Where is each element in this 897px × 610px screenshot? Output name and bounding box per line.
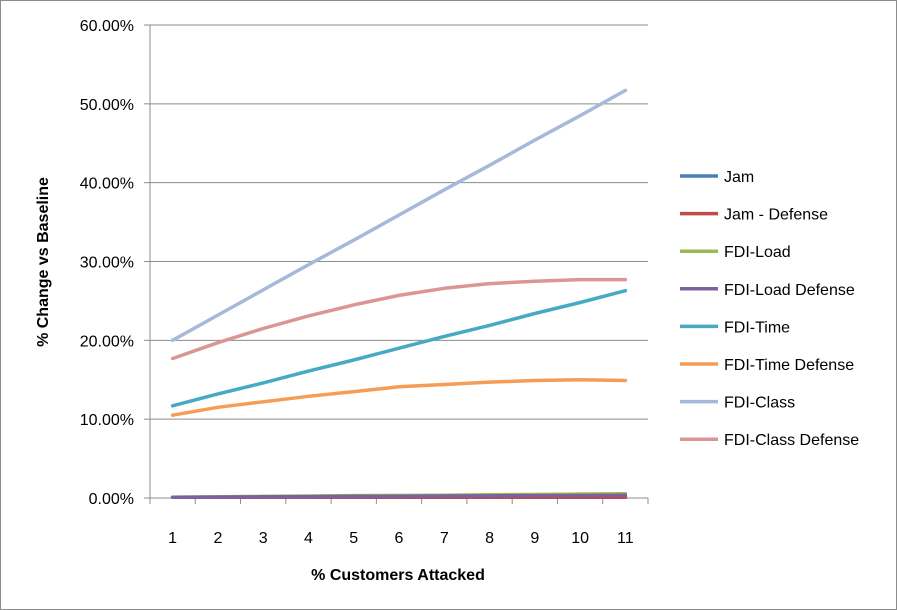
legend-label-jam-defense: Jam - Defense [724,207,828,224]
series-line-fdi-class [170,88,628,343]
x-tick-label: 5 [349,530,358,547]
legend-label-fdi-time: FDI-Time [724,319,790,336]
legend-label-fdi-load-defense: FDI-Load Defense [724,282,855,299]
y-tick-label: 50.00% [80,97,134,114]
series-line-fdi-time-defense [170,378,628,417]
y-tick-label: 30.00% [80,255,134,272]
x-tick-label: 11 [617,530,634,547]
x-axis-title: % Customers Attacked [311,567,485,584]
y-tick-label: 20.00% [80,333,134,350]
x-tick-label: 6 [395,530,404,547]
legend-label-fdi-load: FDI-Load [724,244,791,261]
x-tick-label: 8 [485,530,494,547]
axes [144,24,649,504]
y-tick-labels: 0.00% 10.00% 20.00% 30.00% 40.00% 50.00% 60.00… [80,18,134,508]
y-tick-label: 0.00% [89,491,134,508]
series-line-fdi-time [170,288,628,408]
x-tick-label: 3 [259,530,268,547]
x-tick-label: 7 [440,530,449,547]
x-tick-label: 10 [571,530,589,547]
y-axis-title: % Change vs Baseline [35,177,52,347]
series-lines [170,88,628,499]
legend-label-fdi-time-defense: FDI-Time Defense [724,357,854,374]
legend-label-jam: Jam [724,169,754,186]
series-line-fdi-load-defense [170,493,628,499]
x-tick-label: 4 [304,530,313,547]
legend-label-fdi-class-defense: FDI-Class Defense [724,432,859,449]
x-tick-label: 9 [530,530,539,547]
x-tick-labels: 1 2 3 4 5 6 7 8 9 10 11 [168,530,634,547]
x-tick-label: 1 [168,530,177,547]
y-tick-label: 40.00% [80,176,134,193]
legend: Jam Jam - Defense FDI-Load FDI-Load Defense… [680,169,859,449]
legend-label-fdi-class: FDI-Class [724,395,795,412]
series-line-fdi-class-defense [170,277,628,361]
y-tick-label: 10.00% [80,412,134,429]
y-tick-label: 60.00% [80,18,134,35]
gridlines [150,24,648,420]
x-tick-label: 2 [213,530,222,547]
